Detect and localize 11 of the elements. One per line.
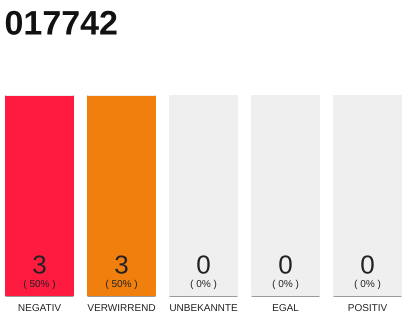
data-label: 0 ( 0% ) xyxy=(190,250,217,290)
x-tick-label: UNBEKANNTE xyxy=(169,303,238,314)
data-label: 3 ( 50% ) xyxy=(105,250,138,290)
x-tick-label: NEGATIV xyxy=(18,303,62,314)
x-tick-label: EGAL xyxy=(272,303,300,314)
data-label: 3 ( 50% ) xyxy=(23,250,56,290)
data-label: 0 ( 0% ) xyxy=(354,250,381,290)
x-tick-label: POSITIV xyxy=(348,303,388,314)
data-label: 0 ( 0% ) xyxy=(272,250,299,290)
chart-title: 017742 xyxy=(4,4,118,42)
x-tick-label: VERWIRREND xyxy=(87,303,156,314)
